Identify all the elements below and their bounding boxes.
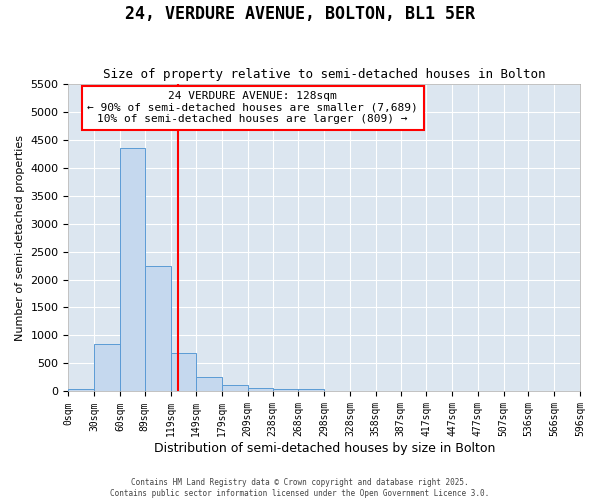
Bar [68, 388, 94, 392]
Bar [272, 388, 298, 392]
Bar [120, 148, 145, 392]
Bar [94, 344, 120, 392]
Bar [248, 388, 272, 392]
Y-axis label: Number of semi-detached properties: Number of semi-detached properties [15, 134, 25, 340]
Title: Size of property relative to semi-detached houses in Bolton: Size of property relative to semi-detach… [103, 68, 545, 81]
Text: 24, VERDURE AVENUE, BOLTON, BL1 5ER: 24, VERDURE AVENUE, BOLTON, BL1 5ER [125, 5, 475, 23]
X-axis label: Distribution of semi-detached houses by size in Bolton: Distribution of semi-detached houses by … [154, 442, 495, 455]
Bar [298, 389, 324, 392]
Bar [170, 354, 196, 392]
Text: 24 VERDURE AVENUE: 128sqm
← 90% of semi-detached houses are smaller (7,689)
10% : 24 VERDURE AVENUE: 128sqm ← 90% of semi-… [87, 92, 418, 124]
Text: Contains HM Land Registry data © Crown copyright and database right 2025.
Contai: Contains HM Land Registry data © Crown c… [110, 478, 490, 498]
Bar [222, 385, 248, 392]
Bar [196, 377, 222, 392]
Bar [145, 266, 170, 392]
